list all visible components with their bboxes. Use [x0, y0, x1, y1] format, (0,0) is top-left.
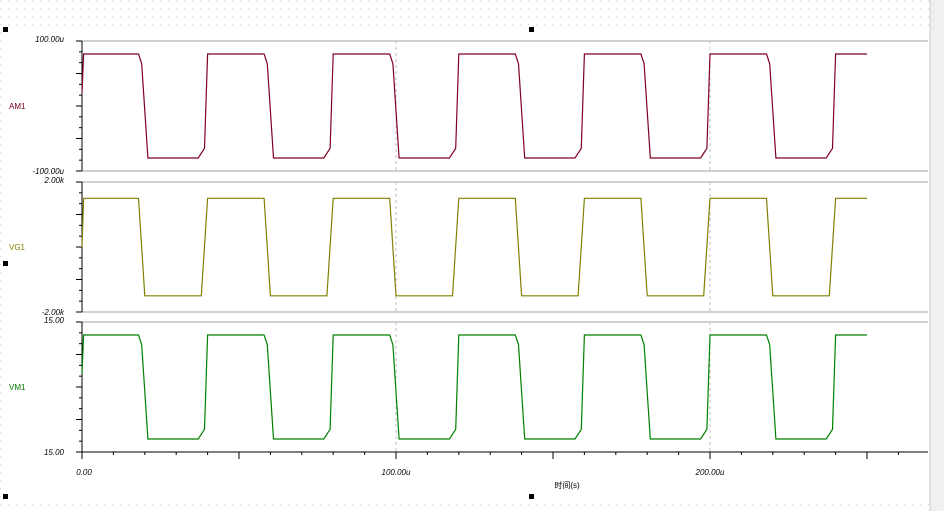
y-bottom-label: 15.00: [44, 448, 65, 457]
x-tick-label: 200.00u: [695, 468, 725, 477]
y-bottom-label: -2.00k: [42, 308, 65, 317]
scrollbar-track[interactable]: [930, 0, 944, 511]
resize-handle-bottom-center[interactable]: [529, 494, 534, 499]
y-top-label: 2.00k: [43, 176, 65, 185]
resize-handle-top-center[interactable]: [529, 27, 534, 32]
plot-panel: [6, 29, 930, 497]
x-axis-label: 时间(s): [554, 480, 580, 490]
panel-vg1: 2.00k -2.00k VG1: [9, 176, 928, 317]
panel-am1: 100.00u -100.00u AM1: [9, 35, 928, 176]
trace-line-vm1: [81, 334, 867, 440]
trace-line-am1: [81, 53, 867, 159]
trace-name-am1: AM1: [9, 102, 26, 111]
trace-line-vg1: [81, 197, 867, 297]
resize-handle-top-left[interactable]: [3, 27, 8, 32]
time-axis: 0.00 100.00u 200.00u 时间(s): [76, 451, 928, 490]
x-tick-label: 0.00: [76, 468, 92, 477]
x-tick-label: 100.00u: [382, 468, 411, 477]
y-top-label: 15.00: [44, 316, 65, 325]
y-top-label: 100.00u: [35, 35, 64, 44]
y-bottom-label: -100.00u: [32, 167, 64, 176]
resize-handle-middle-left[interactable]: [3, 261, 8, 266]
resize-handle-bottom-left[interactable]: [3, 494, 8, 499]
trace-name-vm1: VM1: [9, 383, 26, 392]
trace-name-vg1: VG1: [9, 243, 26, 252]
